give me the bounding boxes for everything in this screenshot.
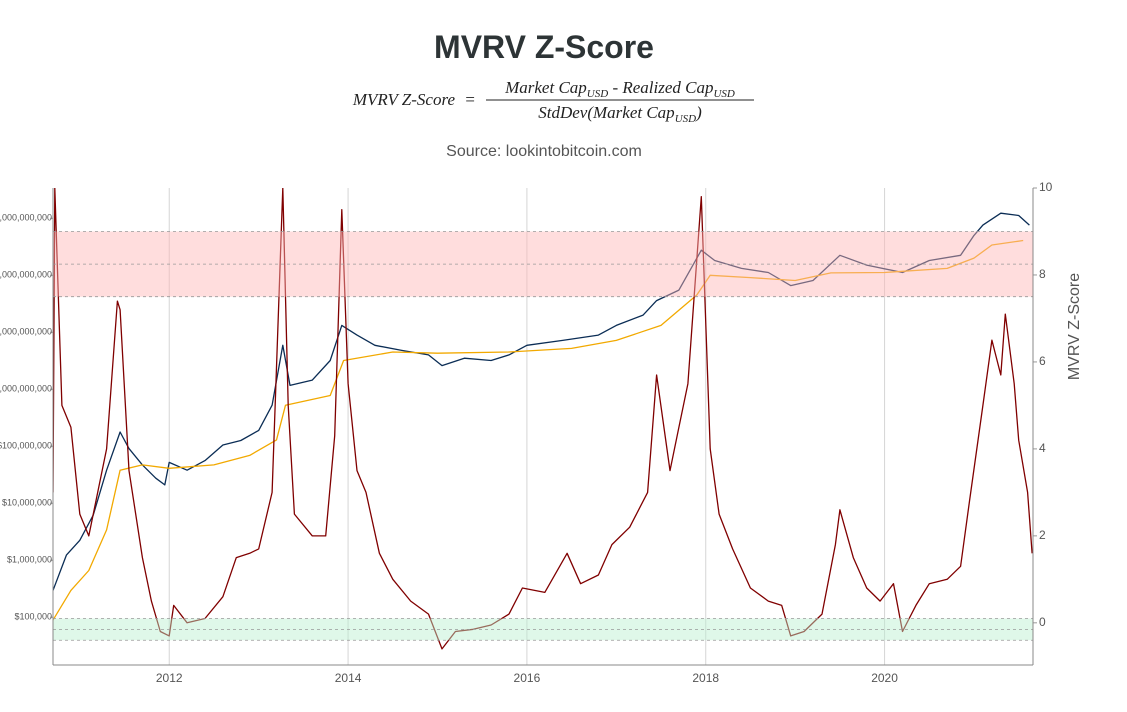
formula-text: Market Cap bbox=[504, 78, 587, 97]
x-tick-label: 2016 bbox=[514, 671, 541, 685]
formula-lhs: MVRV Z-Score bbox=[352, 90, 456, 109]
y-tick-label: $100,000,000,000 bbox=[0, 270, 52, 280]
subscript: USD bbox=[587, 88, 608, 100]
y-tick-label: $1,000,000 bbox=[7, 555, 52, 565]
y2-tick-label: 2 bbox=[1039, 528, 1046, 542]
y2-tick-label: 8 bbox=[1039, 267, 1046, 281]
zone-band bbox=[53, 618, 1033, 641]
series-line bbox=[53, 212, 1030, 591]
y2-tick-label: 10 bbox=[1039, 180, 1053, 194]
y-tick-label: $100,000 bbox=[14, 612, 52, 622]
subscript: USD bbox=[713, 88, 734, 100]
y-tick-label: $10,000,000,000 bbox=[0, 327, 52, 337]
formula-text: ) bbox=[695, 103, 702, 122]
y2-tick-label: 4 bbox=[1039, 441, 1046, 455]
formula-equals: = bbox=[464, 90, 475, 109]
x-tick-label: 2012 bbox=[156, 671, 183, 685]
y-tick-label: $100,000,000 bbox=[0, 441, 52, 451]
formula-denominator: StdDev(Market CapUSD) bbox=[538, 103, 702, 125]
y2-tick-label: 6 bbox=[1039, 354, 1046, 368]
y2-axis-label: MVRV Z-Score bbox=[1066, 273, 1083, 380]
series-line bbox=[53, 239, 1024, 621]
y-tick-label: $10,000,000 bbox=[2, 498, 52, 508]
subscript: USD bbox=[675, 113, 696, 125]
chart-title: MVRV Z-Score bbox=[434, 29, 654, 65]
x-tick-label: 2014 bbox=[335, 671, 362, 685]
y2-tick-label: 0 bbox=[1039, 615, 1046, 629]
formula: MVRV Z-Score =Market CapUSD - Realized Ca… bbox=[352, 78, 754, 125]
y-tick-label: $1,000,000,000,000 bbox=[0, 213, 52, 223]
y-tick-label: $1,000,000,000 bbox=[0, 384, 52, 394]
series-group bbox=[53, 188, 1033, 650]
formula-text: StdDev(Market Cap bbox=[538, 103, 674, 122]
zone-band bbox=[53, 231, 1033, 297]
formula-numerator: Market CapUSD - Realized CapUSD bbox=[504, 78, 735, 100]
x-tick-label: 2020 bbox=[871, 671, 898, 685]
plot-area: 2012 2014 2016 2018 2020 $100,000 $1,000,000 $1… bbox=[0, 180, 1083, 685]
x-tick-label: 2018 bbox=[692, 671, 719, 685]
formula-text: - Realized Cap bbox=[608, 78, 713, 97]
series-line bbox=[53, 188, 1033, 650]
chart-subtitle: Source: lookintobitcoin.com bbox=[446, 143, 642, 160]
